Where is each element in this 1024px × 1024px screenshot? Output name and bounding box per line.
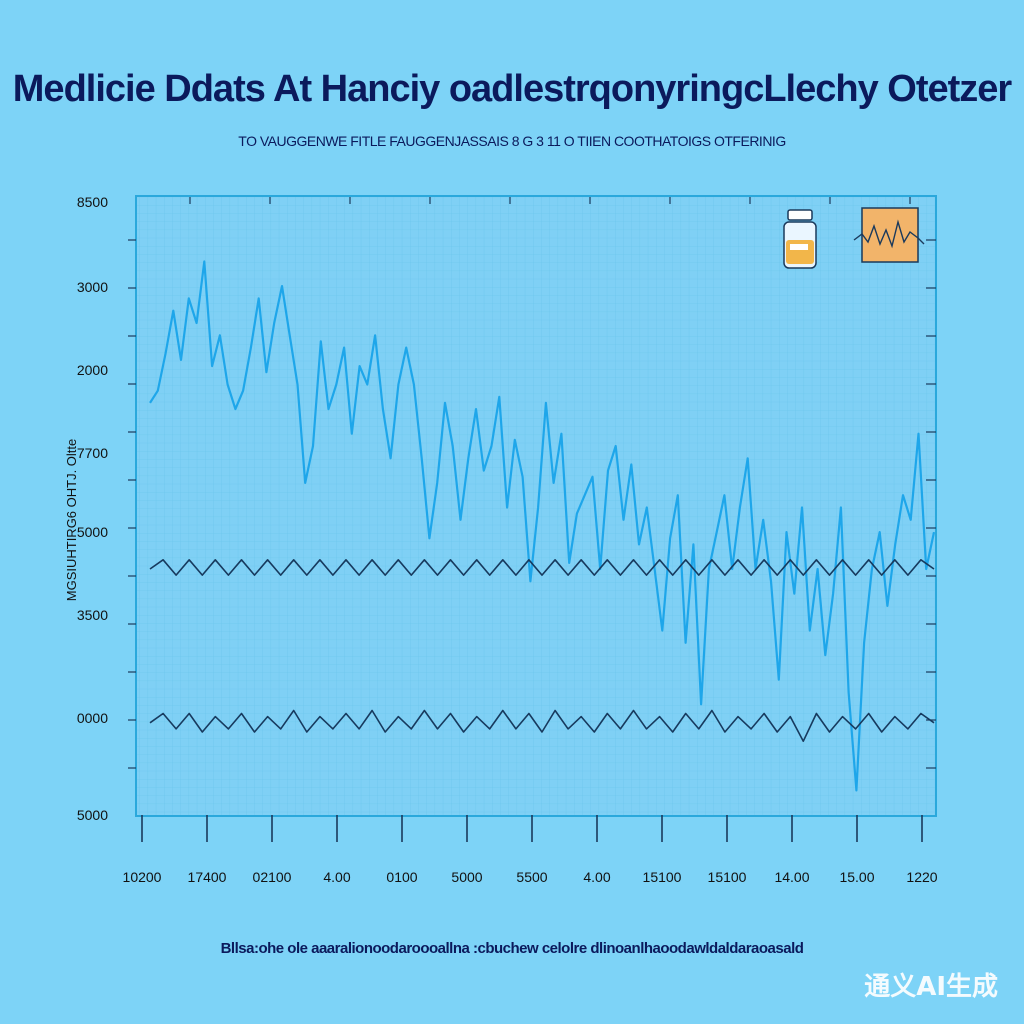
chart-title: Medlicie Ddats At Hanciy oadlestrqonyrin… bbox=[12, 68, 1012, 110]
chart-subtitle: TO VAUGGENWE FITLE FAUGGENJASSAIS 8 G 3 … bbox=[238, 133, 786, 149]
y-tick-label: 3000 bbox=[77, 279, 108, 295]
y-tick-label: 3500 bbox=[77, 607, 108, 623]
x-tick-label: 0100 bbox=[386, 869, 417, 885]
medicine-bottle-icon bbox=[783, 209, 817, 269]
series-layer bbox=[149, 260, 936, 792]
series-line-3 bbox=[149, 709, 935, 743]
x-tick-label: 17400 bbox=[188, 869, 227, 885]
series-line-2 bbox=[149, 558, 935, 576]
ecg-monitor-icon bbox=[853, 207, 925, 263]
x-tick-label: 14.00 bbox=[774, 869, 809, 885]
y-tick-label: 0000 bbox=[77, 710, 108, 726]
chart-caption: Bllsa:ohe ole aaaralionoodaroooallna :cb… bbox=[220, 940, 804, 957]
y-axis: 8500 3000 2000 7700 5000 3500 0000 5000 bbox=[77, 194, 936, 823]
y-tick-label: 7700 bbox=[77, 445, 108, 461]
major-grid bbox=[189, 197, 911, 204]
x-axis: 10200 17400 02100 4.00 0100 5000 5500 4.00 15100… bbox=[123, 815, 938, 885]
x-tick-label: 15.00 bbox=[839, 869, 874, 885]
y-tick-label: 5000 bbox=[77, 524, 108, 540]
y-tick-label: 5000 bbox=[77, 807, 108, 823]
x-tick-label: 10200 bbox=[123, 869, 162, 885]
x-tick-label: 4.00 bbox=[583, 869, 610, 885]
x-tick-label: 15100 bbox=[708, 869, 747, 885]
series-line-1 bbox=[149, 260, 936, 792]
x-tick-label: 15100 bbox=[643, 869, 682, 885]
x-tick-label: 1220 bbox=[906, 869, 937, 885]
x-tick-label: 5000 bbox=[451, 869, 482, 885]
minor-grid bbox=[137, 197, 935, 815]
x-tick-label: 02100 bbox=[253, 869, 292, 885]
watermark-text: 通义AI生成 bbox=[864, 972, 998, 1002]
x-tick-label: 4.00 bbox=[323, 869, 350, 885]
y-axis-label: MGSIUHTIRG6 OHTJ. Oltte bbox=[64, 439, 79, 602]
y-tick-label: 2000 bbox=[77, 362, 108, 378]
x-tick-label: 5500 bbox=[516, 869, 547, 885]
y-tick-label: 8500 bbox=[77, 194, 108, 210]
